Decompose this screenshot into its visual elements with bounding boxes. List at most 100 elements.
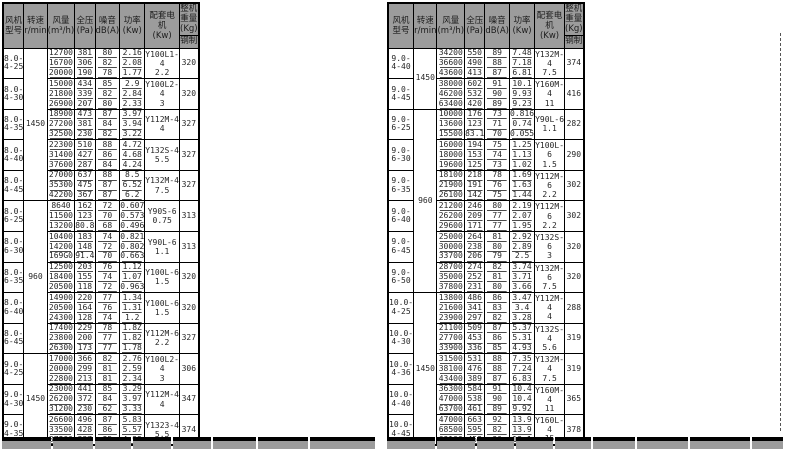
fan-spec-table-left: 风机型号 转速 r/min 风量 (m³/h) 全压 (Pa) 噪音 dB(A) 功率 (Kw) 配套… <box>2 2 200 447</box>
model-cell: 8.0-6-45 <box>2 322 25 355</box>
pressure-value: 209 <box>464 211 486 222</box>
power-value: 1.77 <box>119 68 146 79</box>
noise-value: 76 <box>94 302 121 313</box>
motor-model: Y132M-6 <box>535 263 565 282</box>
spec-row: 47000 538 90 10.4 <box>388 394 584 405</box>
noise-value: 74 <box>94 313 121 324</box>
model-cell: 9.0-4-30 <box>2 383 25 416</box>
col-header-motor-unit: (Kw) <box>539 30 560 41</box>
noise-value: 87 <box>484 68 511 79</box>
spec-row: 37600 287 84 4.24 <box>3 160 199 171</box>
col-header-motor: 配套电机 (Kw) <box>144 2 180 49</box>
pressure-value: 148 <box>74 241 96 252</box>
col-header-speed-label: 转速 <box>416 15 434 26</box>
cutoff-table-strip-right <box>387 437 785 449</box>
noise-value: 88 <box>484 363 511 375</box>
flow-value: 43400 <box>436 373 466 385</box>
col-header-speed: 转速 r/min <box>23 2 48 49</box>
weight-cell: 327 <box>178 322 200 355</box>
col-header-flow-unit: (m³/h) <box>47 25 75 36</box>
motor-kw: 1.5 <box>542 159 557 169</box>
pressure-value: 367 <box>74 191 96 201</box>
flow-value: 32500 <box>46 129 76 140</box>
model-cell: 9.0-6-30 <box>387 139 415 171</box>
flow-value: 21900 <box>436 180 466 191</box>
motor-kw: 2.2 <box>154 67 170 77</box>
motor-kw: 7.5 <box>542 281 557 291</box>
noise-value: 70 <box>94 252 121 262</box>
motor-kw: 1.5 <box>154 277 170 287</box>
flow-value: 29600 <box>436 220 466 232</box>
power-value: 3.94 <box>119 119 146 130</box>
pressure-value: 230 <box>74 129 96 140</box>
cutoff-cell <box>213 437 256 449</box>
col-header-power-unit: (Kw) <box>122 25 142 36</box>
weight-cell: 320 <box>564 230 585 263</box>
noise-value: 86 <box>94 149 121 161</box>
power-value: 2.76 <box>119 353 146 364</box>
noise-value: 77 <box>94 292 121 303</box>
noise-value: 76 <box>94 261 121 273</box>
motor-cell: Y160M-4 11 <box>534 383 566 416</box>
flow-value: 42200 <box>46 190 76 201</box>
noise-value: 86 <box>484 333 511 344</box>
cutoff-cell <box>752 437 783 449</box>
spec-row: 10.0-4-36 31500 531 88 7.35 Y132M-4 7.5 319 <box>387 353 585 385</box>
motor-model: Y90S-6 <box>147 206 177 216</box>
flow-value: 27200 <box>46 119 76 130</box>
motor-kw: 4 <box>159 399 165 409</box>
pressure-value: 142 <box>464 191 486 201</box>
noise-value: 87 <box>94 191 121 201</box>
pressure-value: 191 <box>464 180 486 191</box>
motor-cell: Y112M-6 2.2 <box>144 322 180 355</box>
power-value: 10.4 <box>509 394 536 405</box>
header-row-1: 风机型号 转速 r/min 风量 (m³/h) 全压 (Pa) 噪音 dB(A) 功率 (Kw) 配套… <box>2 2 200 49</box>
noise-value: 87 <box>94 180 121 191</box>
motor-model: Y160M-4 <box>535 80 565 99</box>
cutoff-cell <box>437 437 475 449</box>
spec-row: 20000 299 81 2.59 <box>3 363 199 375</box>
spec-row: 8.0-4-40 22300 510 88 4.72 Y132S-4 5.5 327 <box>2 139 200 171</box>
speed-cell: 1450 <box>413 47 438 110</box>
power-value: 0.802 <box>119 241 146 252</box>
pressure-value: 264 <box>464 230 486 242</box>
power-value: 2.07 <box>509 211 536 222</box>
flow-value: 63400 <box>436 98 466 110</box>
flow-value: 24300 <box>46 312 76 324</box>
power-value: 1.63 <box>509 180 536 191</box>
spec-row: 35000 252 81 3.71 <box>388 272 584 283</box>
model-cell: 8.0-6-25 <box>2 200 25 232</box>
speed-cell: 960 <box>413 108 438 294</box>
motor-kw: 7.5 <box>542 67 557 77</box>
noise-value: 87 <box>484 374 511 385</box>
spec-row: 19600 125 73 1.02 <box>388 160 584 171</box>
motor-cell: Y112M-6 2.2 <box>534 169 566 202</box>
motor-kw: 2.2 <box>154 338 170 348</box>
weight-cell: 290 <box>564 139 585 171</box>
pressure-value: 306 <box>74 58 96 69</box>
model-cell: 9.0-6-35 <box>387 169 415 202</box>
power-value: 0.055 <box>509 129 536 140</box>
spec-row: 30000 238 80 2.89 <box>388 241 584 252</box>
spec-row: 22800 213 81 2.34 <box>3 374 199 385</box>
pressure-value: 420 <box>464 99 486 110</box>
pressure-value: 171 <box>464 221 486 232</box>
pressure-value: 637 <box>74 169 96 181</box>
power-value: 2.92 <box>509 230 536 242</box>
pressure-value: 220 <box>74 292 96 303</box>
noise-value: 82 <box>484 261 511 273</box>
weight-cell: 320 <box>178 292 200 324</box>
spec-row: 31200 230 62 3.33 <box>3 404 199 415</box>
spec-row: 9.0-4-30 23000 441 85 3.29 Y112M-4 4 347 <box>2 383 200 416</box>
flow-value: 26100 <box>436 190 466 201</box>
pressure-value: 476 <box>464 363 486 375</box>
spec-row: 8.0-6-45 17400 229 78 1.8Z Y112M-6 2.2 327 <box>2 322 200 355</box>
flow-value: 38000 <box>436 78 466 89</box>
motor-kw: 11 <box>544 404 555 414</box>
flow-value: 68500 <box>436 424 466 436</box>
flow-value: 26200 <box>436 210 466 222</box>
pressure-value: 125 <box>464 160 486 171</box>
weight-cell: 320 <box>178 78 200 110</box>
flow-value: 12500 <box>46 261 76 273</box>
flow-value: 33500 <box>46 424 76 436</box>
